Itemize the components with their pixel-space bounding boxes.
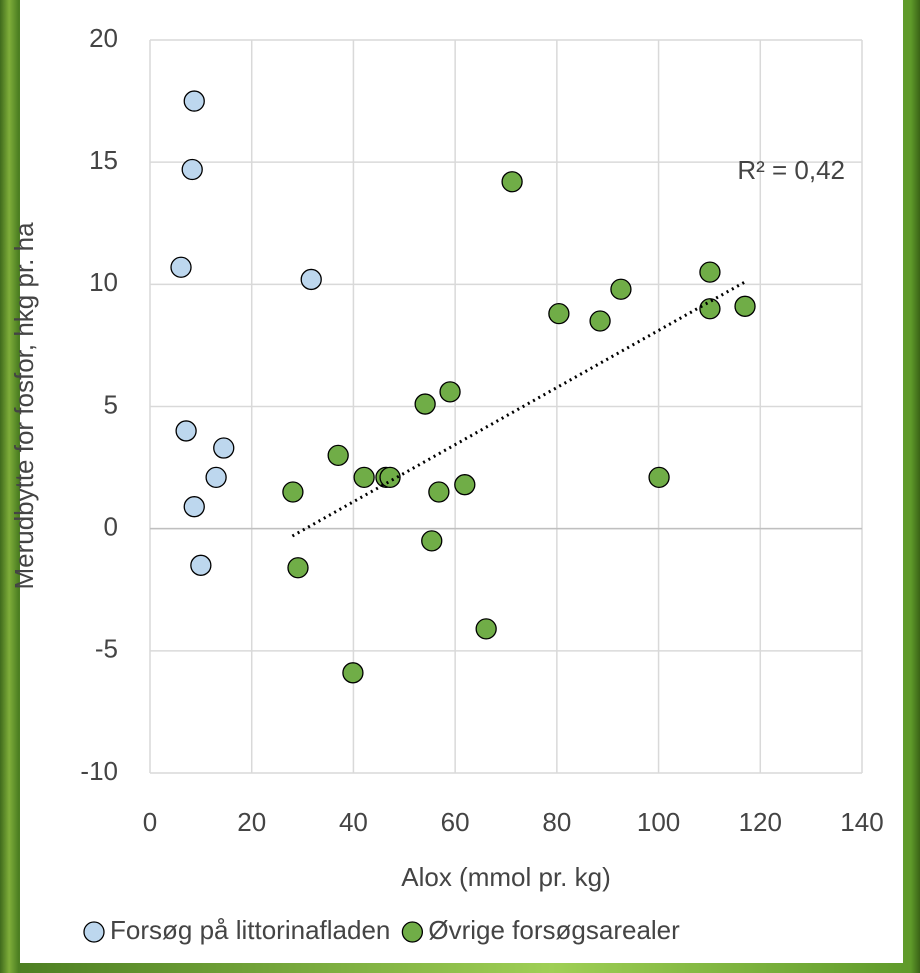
- legend-label: Forsøg på littorinafladen: [110, 915, 390, 945]
- point: [342, 662, 364, 684]
- point: [699, 298, 721, 320]
- y-tick-label: 0: [104, 512, 118, 542]
- annotation: R² = 0,42: [737, 155, 845, 185]
- x-tick-label: 80: [542, 807, 571, 837]
- point: [421, 530, 443, 552]
- point: [501, 171, 523, 193]
- y-tick-label: 5: [104, 389, 118, 419]
- x-tick-label: 100: [637, 807, 680, 837]
- point: [213, 437, 235, 459]
- x-tick-label: 20: [237, 807, 266, 837]
- point: [190, 554, 212, 576]
- point: [183, 496, 205, 518]
- point: [175, 420, 197, 442]
- y-axis-title: Merudbytte for fosfor, hkg pr. ha: [9, 222, 39, 590]
- point: [454, 474, 476, 496]
- point: [181, 158, 203, 181]
- point: [610, 278, 632, 300]
- legend-label: Øvrige forsøgsarealer: [428, 915, 680, 945]
- point: [548, 303, 570, 325]
- y-tick-label: 15: [89, 145, 118, 175]
- y-tick-label: -10: [80, 756, 118, 786]
- point: [205, 466, 227, 489]
- point: [475, 618, 497, 640]
- x-axis-title: Alox (mmol pr. kg): [401, 862, 611, 892]
- point: [414, 393, 436, 415]
- point: [353, 466, 375, 489]
- x-tick-label: 40: [339, 807, 368, 837]
- x-tick-label: 0: [143, 807, 157, 837]
- point: [327, 444, 349, 467]
- y-tick-label: 20: [89, 23, 118, 53]
- point: [379, 466, 401, 489]
- point: [170, 256, 192, 278]
- point: [300, 268, 322, 291]
- point: [287, 557, 309, 579]
- y-tick-label: 10: [89, 267, 118, 297]
- x-tick-label: 120: [739, 807, 782, 837]
- point: [734, 295, 756, 317]
- legend-marker: [401, 921, 424, 943]
- point: [589, 310, 611, 332]
- y-tick-label: -5: [95, 634, 118, 664]
- point: [183, 90, 205, 112]
- x-tick-label: 140: [840, 807, 883, 837]
- point: [439, 381, 461, 403]
- point: [648, 466, 670, 489]
- point: [699, 261, 721, 283]
- point: [282, 481, 304, 503]
- x-tick-label: 60: [441, 807, 470, 837]
- trendline: [291, 280, 746, 538]
- point: [428, 481, 450, 503]
- legend-marker: [83, 921, 105, 943]
